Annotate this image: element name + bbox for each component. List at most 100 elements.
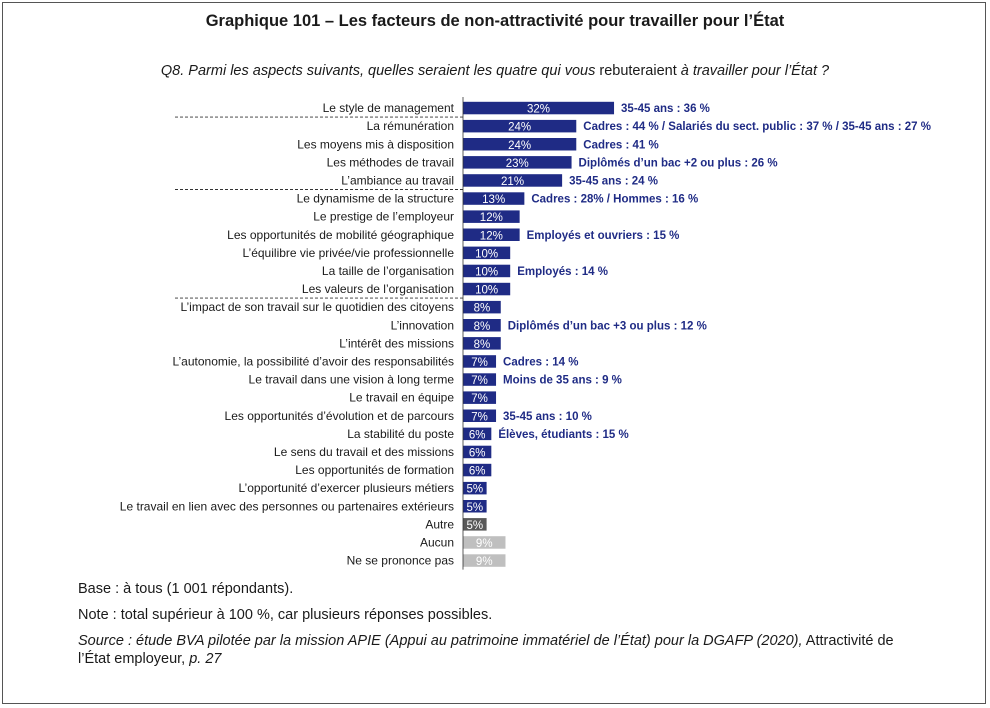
- category-label: La stabilité du poste: [347, 427, 454, 441]
- value-label: 21%: [501, 176, 524, 188]
- bar: [463, 228, 520, 241]
- bar: [463, 427, 492, 441]
- bar: [463, 445, 492, 459]
- total-note: Note : total supérieur à 100 %, car plus…: [78, 607, 493, 624]
- value-label: 13%: [482, 194, 505, 206]
- annotation-label: Employés et ouvriers : 15 %: [527, 230, 680, 242]
- bar: [463, 156, 572, 169]
- bar: [463, 355, 497, 368]
- value-label: 9%: [476, 538, 493, 550]
- category-label: Le prestige de l’employeur: [313, 210, 454, 224]
- bar: [463, 119, 577, 133]
- annotation-label: Moins de 35 ans : 9 %: [503, 375, 622, 387]
- value-label: 7%: [471, 411, 488, 423]
- bar: [463, 536, 506, 549]
- category-label: Le travail en lien avec des personnes ou…: [120, 499, 454, 513]
- bar: [463, 101, 615, 115]
- category-label: Le travail dans une vision à long terme: [249, 373, 455, 387]
- category-label: Le sens du travail et des missions: [274, 445, 454, 459]
- bar: [463, 319, 501, 332]
- value-label: 7%: [471, 393, 488, 405]
- category-label: Les moyens mis à disposition: [297, 137, 454, 151]
- value-label: 24%: [508, 122, 531, 134]
- value-label: 6%: [469, 429, 486, 441]
- value-label: 12%: [480, 212, 503, 224]
- category-label: Le travail en équipe: [349, 391, 454, 405]
- category-label: L’innovation: [391, 318, 454, 332]
- value-label: 32%: [527, 104, 550, 116]
- category-label: Ne se prononce pas: [347, 554, 454, 568]
- value-label: 6%: [469, 466, 486, 478]
- value-label: 8%: [474, 321, 491, 333]
- value-label: 23%: [506, 158, 529, 170]
- value-label: 7%: [471, 357, 488, 369]
- annotation-label: 35-45 ans : 24 %: [569, 175, 658, 187]
- annotation-label: Cadres : 41 %: [583, 139, 658, 151]
- category-label: Les opportunités d’évolution et de parco…: [225, 409, 454, 423]
- category-label: L’équilibre vie privée/vie professionnel…: [243, 246, 455, 260]
- notes-block: Base : à tous (1 001 répondants). Note :…: [78, 580, 898, 677]
- value-label: 10%: [475, 248, 498, 260]
- category-label: La rémunération: [367, 119, 454, 133]
- value-label: 8%: [474, 303, 491, 315]
- bar: [463, 500, 487, 513]
- category-label: Le style de management: [323, 101, 455, 115]
- value-label: 24%: [508, 140, 531, 152]
- bar: [463, 138, 577, 151]
- category-label: Aucun: [420, 535, 454, 549]
- value-label: 12%: [480, 230, 503, 242]
- category-label: Les méthodes de travail: [327, 155, 454, 169]
- category-label: Les opportunités de mobilité géographiqu…: [227, 228, 454, 242]
- bar: [463, 409, 497, 422]
- bar: [463, 518, 487, 531]
- category-label: L’opportunité d’exercer plusieurs métier…: [239, 481, 454, 495]
- value-label: 10%: [475, 285, 498, 297]
- value-label: 5%: [466, 484, 483, 496]
- chart-title: Graphique 101 – Les facteurs de non-attr…: [205, 12, 785, 30]
- source-page: p. 27: [185, 651, 222, 668]
- annotation-label: Cadres : 44 % / Salariés du sect. public…: [583, 121, 931, 133]
- question-part2: rebuteraient: [599, 63, 677, 79]
- category-label: L’autonomie, la possibilité d’avoir des …: [173, 354, 455, 368]
- question-part1: Q8. Parmi les aspects suivants, quelles …: [160, 63, 600, 79]
- annotation-label: Diplômés d’un bac +3 ou plus : 12 %: [508, 320, 707, 332]
- question-part3: à travailler pour l’État ?: [676, 63, 830, 79]
- bar: [463, 373, 497, 386]
- bar: [463, 463, 492, 477]
- value-label: 9%: [476, 556, 493, 568]
- bar: [463, 174, 563, 187]
- bar: [463, 210, 520, 223]
- category-label: La taille de l’organisation: [322, 264, 454, 278]
- chart-question: Q8. Parmi les aspects suivants, quelles …: [0, 63, 990, 79]
- annotation-label: Cadres : 14 %: [503, 356, 578, 368]
- base-note: Base : à tous (1 001 répondants).: [78, 581, 294, 597]
- category-label: Les opportunités de formation: [295, 463, 454, 477]
- bar: [463, 264, 511, 278]
- annotation-label: Employés : 14 %: [517, 266, 608, 278]
- value-label: 10%: [475, 266, 498, 278]
- category-label: L’impact de son travail sur le quotidien…: [181, 300, 455, 314]
- bar: [463, 246, 511, 260]
- source-note: Source : étude BVA pilotée par la missio…: [78, 632, 898, 668]
- bar: [463, 300, 501, 314]
- annotation-label: 35-45 ans : 10 %: [503, 411, 592, 423]
- category-label: Le dynamisme de la structure: [297, 192, 455, 206]
- category-label: Les valeurs de l’organisation: [302, 282, 454, 296]
- value-label: 7%: [471, 375, 488, 387]
- value-label: 5%: [466, 520, 483, 532]
- value-label: 8%: [474, 339, 491, 351]
- category-label: L’ambiance au travail: [341, 173, 454, 187]
- bar: [463, 554, 506, 567]
- source-italic: Source : étude BVA pilotée par la missio…: [78, 633, 803, 650]
- value-label: 5%: [466, 502, 483, 514]
- source-title: Attractivité de l’État employeur,: [78, 633, 894, 668]
- bar: [463, 337, 501, 350]
- bar: [463, 282, 511, 296]
- value-label: 6%: [469, 447, 486, 459]
- category-label: Autre: [425, 517, 454, 531]
- annotation-label: Élèves, étudiants : 15 %: [498, 428, 628, 441]
- bar: [463, 192, 525, 205]
- annotation-label: Cadres : 28% / Hommes : 16 %: [531, 194, 698, 206]
